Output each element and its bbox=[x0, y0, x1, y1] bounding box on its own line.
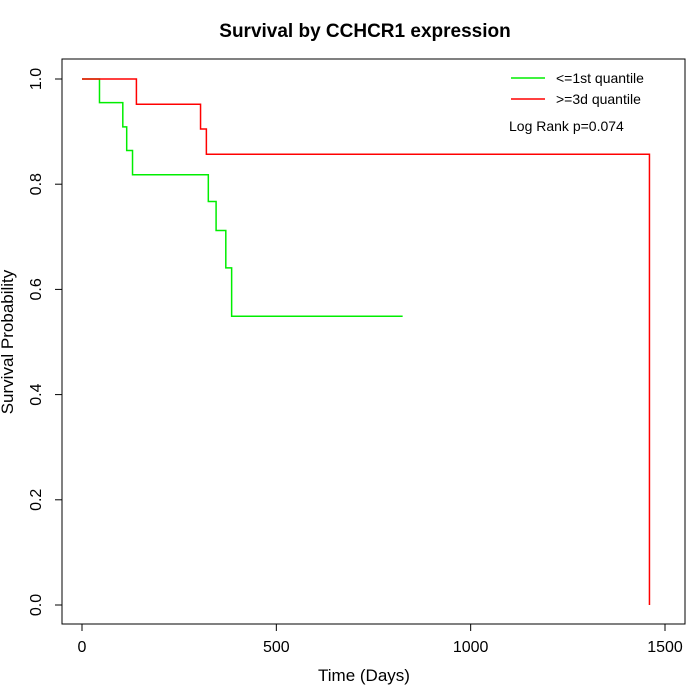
y-axis-title: Survival Probability bbox=[0, 269, 17, 414]
chart-title: Survival by CCHCR1 expression bbox=[219, 21, 510, 42]
x-axis: 0 500 1000 1500 bbox=[78, 623, 683, 656]
legend-label-high: >=3d quantile bbox=[556, 91, 641, 107]
series-layer bbox=[82, 78, 651, 605]
y-tick-label: 1.0 bbox=[28, 68, 45, 90]
y-tick-label: 0.8 bbox=[28, 173, 45, 195]
x-tick-label: 1000 bbox=[453, 639, 489, 656]
survival-curve-high bbox=[82, 78, 651, 605]
y-tick-label: 0.6 bbox=[28, 278, 45, 300]
x-tick-label: 500 bbox=[263, 639, 290, 656]
y-axis: 0.0 0.2 0.4 0.6 0.8 1.0 bbox=[28, 68, 63, 616]
plot-frame bbox=[61, 58, 686, 625]
x-tick-label: 1500 bbox=[647, 639, 683, 656]
x-axis-title: Time (Days) bbox=[318, 666, 410, 685]
legend: <=1st quantile >=3d quantile bbox=[511, 70, 644, 107]
x-tick-label: 0 bbox=[78, 639, 87, 656]
y-tick-label: 0.0 bbox=[28, 594, 45, 616]
survival-curve-low bbox=[82, 78, 403, 317]
y-tick-label: 0.2 bbox=[28, 489, 45, 511]
logrank-annotation: Log Rank p=0.074 bbox=[509, 118, 624, 134]
legend-label-low: <=1st quantile bbox=[556, 70, 644, 86]
y-tick-label: 0.4 bbox=[28, 383, 45, 405]
